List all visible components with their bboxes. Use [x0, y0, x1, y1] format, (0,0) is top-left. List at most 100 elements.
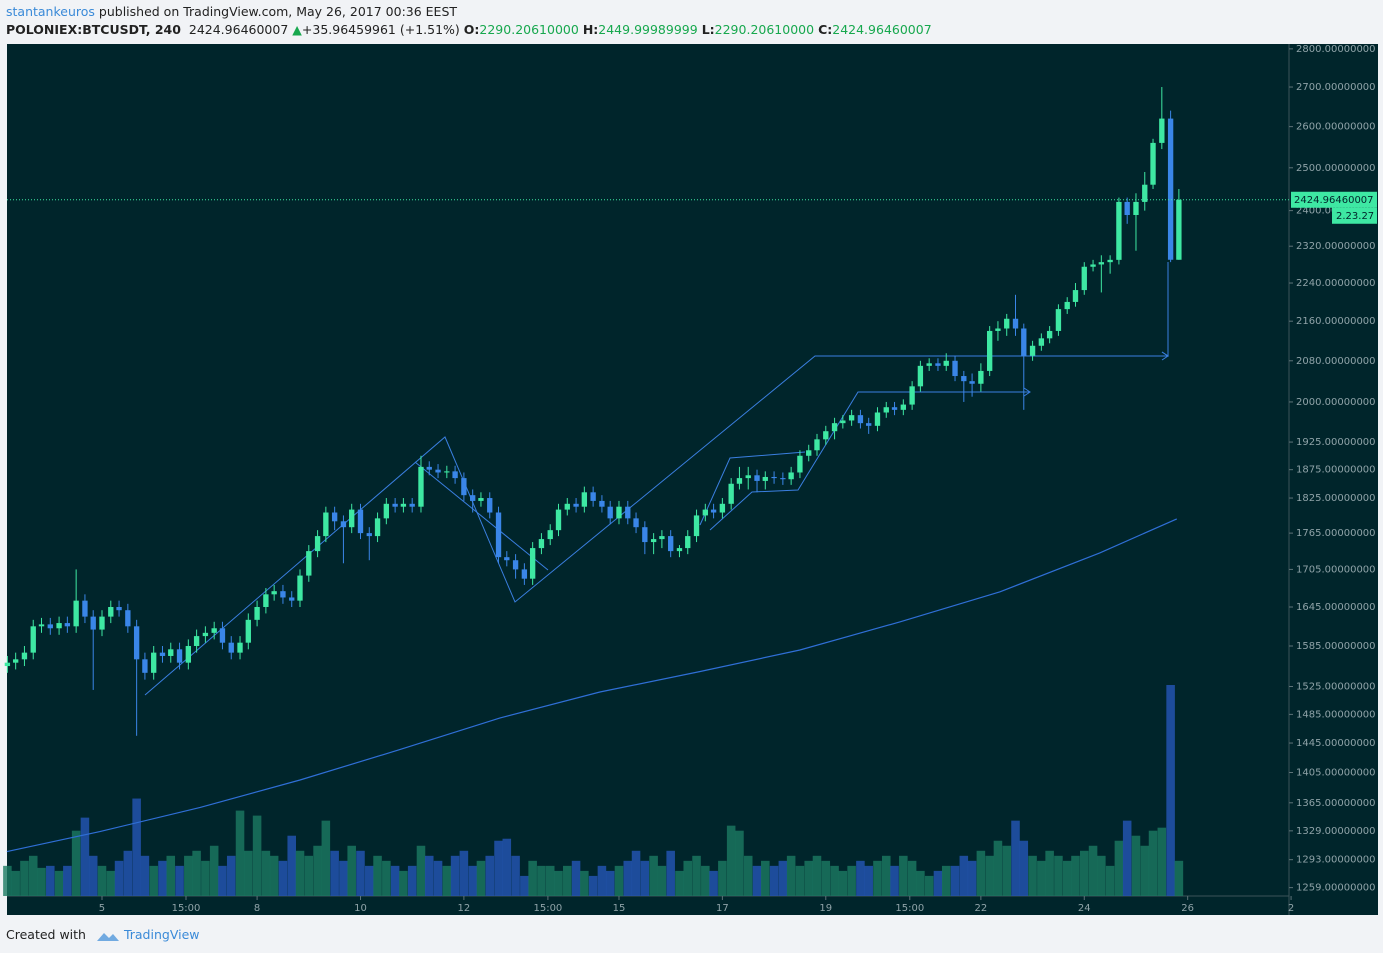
- candle-body: [263, 594, 269, 608]
- candle-body: [1116, 201, 1122, 260]
- candle-body: [986, 330, 993, 371]
- candle-body: [1046, 330, 1053, 339]
- last-price-label: 2424.96460007: [1294, 195, 1374, 206]
- candle-body: [943, 360, 949, 366]
- published: published on TradingView.com, May 26, 20…: [98, 4, 458, 19]
- volume-bar: [1114, 840, 1124, 896]
- candle-body: [754, 475, 760, 481]
- candle-body: [512, 560, 519, 570]
- volume-bar: [11, 870, 20, 896]
- volume-bar: [1071, 855, 1080, 896]
- candle-body: [917, 365, 924, 387]
- volume-bar: [468, 865, 477, 896]
- candle-body: [64, 623, 71, 627]
- candle-body: [90, 616, 96, 630]
- volume-bar: [71, 830, 81, 896]
- candle-body: [668, 536, 674, 552]
- volume-bar: [252, 815, 262, 896]
- candle-body: [1090, 264, 1096, 267]
- candle-body: [1012, 318, 1019, 329]
- candle-body: [1150, 142, 1156, 185]
- candle-body: [444, 471, 450, 473]
- created-with: Created with: [6, 927, 86, 942]
- volume-bar: [640, 860, 650, 896]
- candle-body: [159, 652, 166, 656]
- candle-body: [590, 492, 596, 501]
- x-tick-label: 15:00: [895, 903, 924, 914]
- volume-bar: [950, 865, 960, 896]
- candle-body: [874, 412, 881, 426]
- moving-average: [6, 518, 1178, 853]
- candle-body: [616, 506, 622, 519]
- chart-background: [7, 44, 1378, 915]
- c-label: C:: [818, 22, 833, 37]
- candle-body: [909, 386, 915, 405]
- o-label: O:: [463, 22, 480, 37]
- volume-bar: [97, 865, 107, 896]
- volume-bar: [899, 855, 908, 896]
- volume-bar: [873, 860, 882, 896]
- candle-body: [659, 536, 665, 540]
- volume-bar: [226, 855, 236, 896]
- candle-body: [478, 498, 484, 501]
- volume-bar: [287, 835, 297, 896]
- candle-body: [1064, 301, 1070, 310]
- arrow-head: [1161, 351, 1169, 361]
- arrow-head: [1023, 387, 1031, 397]
- y-tick-label: 1259.00000000: [1296, 883, 1376, 894]
- volume-bar: [485, 855, 495, 896]
- last: 2424.96460007: [188, 22, 289, 37]
- y-tick-label: 1329.00000000: [1296, 826, 1376, 837]
- candle-body: [331, 512, 338, 522]
- candle-body: [1072, 290, 1079, 302]
- volume-bar: [838, 870, 848, 896]
- candle-body: [952, 360, 958, 377]
- volume-bar: [743, 855, 753, 896]
- volume-bar: [580, 870, 589, 896]
- candle-body: [857, 415, 864, 424]
- volume-bar: [588, 875, 598, 896]
- y-tick-label: 2700.00000000: [1296, 82, 1376, 93]
- arrow: ▲: [292, 22, 302, 37]
- y-tick-label: 1875.00000000: [1296, 465, 1376, 476]
- l: 2290.20610000: [714, 22, 815, 37]
- h-label: H:: [582, 22, 599, 37]
- volume-bar: [1079, 850, 1089, 896]
- candle-body: [142, 659, 148, 673]
- y-tick-label: 1585.00000000: [1296, 641, 1376, 652]
- candle-body: [314, 536, 321, 552]
- volume-bar: [993, 840, 1003, 896]
- volume-bar: [1140, 845, 1150, 896]
- volume-bar: [3, 865, 12, 896]
- volume-bar: [28, 855, 38, 896]
- volume-bar: [718, 860, 727, 896]
- volume-bar: [502, 838, 512, 896]
- volume-bar: [80, 817, 90, 896]
- volume-bar: [494, 840, 503, 896]
- volume-bar: [140, 855, 150, 896]
- candle-body: [1055, 309, 1062, 331]
- candle-body: [969, 381, 975, 384]
- symbol: POLONIEX:BTCUSDT, 240: [6, 22, 181, 37]
- candle-body: [21, 652, 28, 660]
- volume-bar: [856, 860, 865, 896]
- volume-bar: [382, 860, 391, 896]
- volume-bar: [1028, 855, 1037, 896]
- candle-body: [978, 370, 984, 384]
- volume-bar: [881, 855, 891, 896]
- x-tick-label: 19: [819, 903, 832, 914]
- candle-body: [650, 539, 657, 543]
- volume-bar: [175, 865, 184, 896]
- x-tick-label: 8: [254, 903, 260, 914]
- y-tick-label: 1405.00000000: [1296, 767, 1376, 778]
- author[interactable]: stantankeuros: [6, 4, 95, 19]
- brand[interactable]: TradingView: [123, 927, 200, 942]
- volume-bar: [769, 865, 779, 896]
- candle-body: [806, 450, 812, 456]
- y-tick-label: 2600.00000000: [1296, 122, 1376, 133]
- volume-bar: [209, 845, 219, 896]
- candle-body: [452, 471, 458, 479]
- x-tick-label: 17: [716, 903, 729, 914]
- candle-body: [900, 404, 906, 410]
